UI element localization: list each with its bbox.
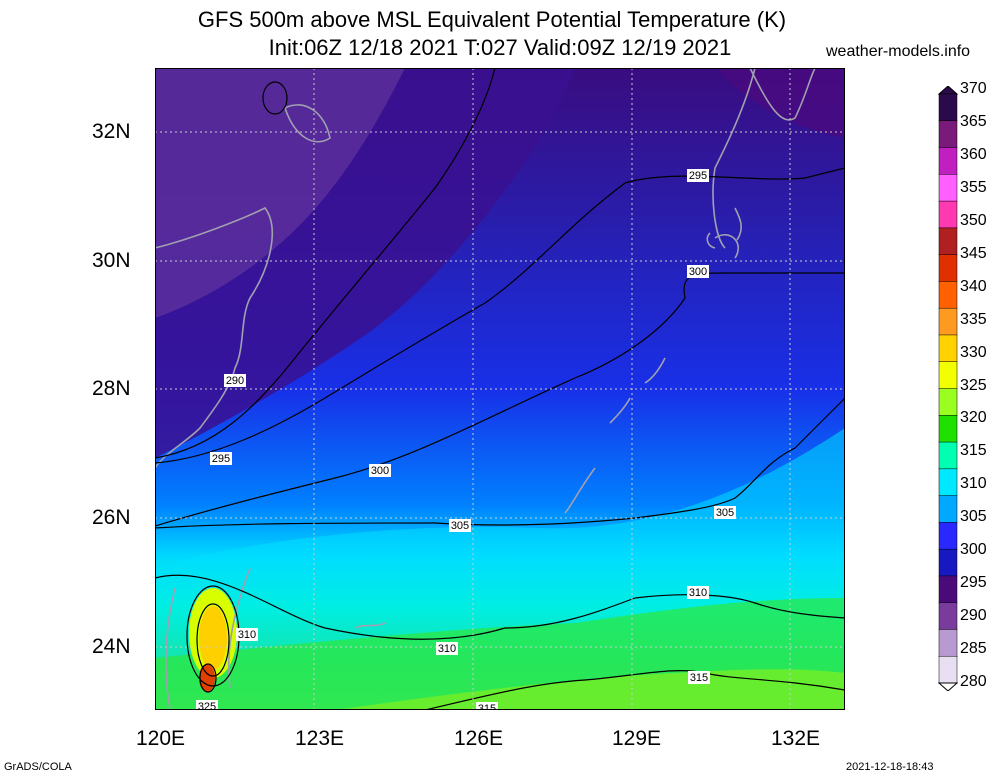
plot-frame	[155, 68, 845, 710]
lon-label-123e: 123E	[295, 727, 345, 750]
contour-305	[155, 397, 845, 529]
contour-label: 290	[226, 375, 244, 387]
colorbar-swatch	[938, 281, 958, 309]
colorbar-top-arrow	[938, 86, 958, 95]
colorbar-swatch	[938, 93, 958, 122]
site-credit: weather-models.info	[826, 43, 971, 60]
colorbar-swatch	[938, 575, 958, 604]
contour-label: 295	[212, 453, 230, 465]
colorbar-swatch	[938, 655, 958, 684]
contour-taiwan-mid	[196, 603, 230, 677]
taiwan-warm-core	[199, 606, 227, 670]
contour-label: 325	[198, 701, 216, 710]
colorbar-tick-label: 345	[960, 244, 987, 262]
contour-label: 295	[689, 170, 707, 182]
colorbar-tick-label: 365	[960, 112, 987, 130]
colorbar-tick-label: 335	[960, 310, 987, 328]
taiwan-hot-core	[199, 664, 215, 692]
map-title: GFS 500m above MSL Equivalent Potential …	[197, 7, 787, 32]
colorbar-swatch	[938, 629, 958, 657]
lon-label-129e: 129E	[612, 727, 662, 750]
contour-310	[155, 574, 845, 640]
lat-label-32n: 32N	[92, 120, 131, 143]
contour-label: 310	[689, 587, 707, 599]
lat-label-28n: 28N	[92, 377, 131, 400]
render-timestamp: 2021-12-18-18:43	[846, 761, 934, 773]
graticule	[155, 68, 845, 710]
colorbar-swatch	[938, 548, 958, 577]
contour-labels: 290 295 295 300 300 305 305 310 310 310 …	[196, 169, 736, 710]
colorbar-tick-label: 340	[960, 277, 987, 295]
colorbar-swatch	[938, 602, 958, 631]
map-plot: 290 295 295 300 300 305 305 310 310 310 …	[155, 68, 845, 710]
coastlines	[155, 68, 816, 710]
colorbar-tick-label: 355	[960, 178, 987, 196]
contour-label: 310	[438, 643, 456, 655]
contour-label: 305	[451, 520, 469, 532]
colorbar-swatch	[938, 174, 958, 202]
colorbar-tick-label: 280	[960, 673, 987, 690]
colorbar-tick-label: 325	[960, 376, 987, 394]
colorbar-swatch	[938, 254, 958, 283]
colorbar-swatch	[938, 415, 958, 443]
colorbar-tick-label: 300	[960, 541, 987, 559]
colorbar-tick-label: 285	[960, 640, 987, 658]
lon-label-132e: 132E	[771, 727, 821, 750]
colorbar-tick-label: 305	[960, 508, 987, 526]
colorbar-tick-label: 315	[960, 442, 987, 460]
colorbar-tick-label: 370	[960, 80, 987, 97]
colorbar-tick-label: 295	[960, 574, 987, 592]
contour-300	[155, 272, 845, 527]
colorbar-swatch	[938, 334, 958, 363]
contour-label: 310	[238, 629, 256, 641]
colorbar-swatch	[938, 468, 958, 497]
map-subtitle: Init:06Z 12/18 2021 T:027 Valid:09Z 12/1…	[268, 35, 732, 60]
colorbar-swatch	[938, 495, 958, 524]
colorbar-tick-label: 290	[960, 607, 987, 625]
coldest-region	[155, 68, 405, 318]
contour-taiwan-inner	[199, 663, 217, 693]
colorbar-tick-label: 310	[960, 475, 987, 493]
map-field: 290 295 295 300 300 305 305 310 310 310 …	[155, 68, 845, 710]
lon-label-120e: 120E	[136, 727, 186, 750]
colorbar-swatch	[938, 200, 958, 229]
lat-label-30n: 30N	[92, 249, 131, 272]
lat-label-24n: 24N	[92, 635, 131, 658]
colorbar-bottom-arrow	[938, 682, 958, 691]
colorbar-tick-label: 350	[960, 211, 987, 229]
lon-label-126e: 126E	[454, 727, 504, 750]
northeast-cold-region	[715, 68, 845, 138]
contour-label: 315	[690, 672, 708, 684]
colorbar-swatch	[938, 307, 958, 336]
colorbar-swatch	[938, 120, 958, 149]
contour-label: 305	[716, 507, 734, 519]
warmest-band	[335, 669, 845, 710]
colorbar-tick-label: 330	[960, 343, 987, 361]
contour-label: 300	[371, 465, 389, 477]
contour-label: 315	[478, 703, 496, 710]
contour-small-north	[262, 81, 288, 115]
colorbar-swatch	[938, 361, 958, 390]
colorbar-swatch	[938, 522, 958, 550]
colorbar-swatch	[938, 388, 958, 417]
colorbar	[938, 86, 958, 691]
colorbar-tick-label: 360	[960, 145, 987, 163]
contour-315	[424, 669, 845, 710]
software-credit: GrADS/COLA	[4, 761, 72, 773]
colorbar-swatch	[938, 227, 958, 256]
colorbar-swatch	[938, 441, 958, 470]
colorbar-tick-label: 320	[960, 409, 987, 427]
contour-label: 300	[689, 266, 707, 278]
colorbar-swatch	[938, 147, 958, 176]
lat-label-26n: 26N	[92, 506, 131, 529]
contour-290	[155, 68, 496, 459]
